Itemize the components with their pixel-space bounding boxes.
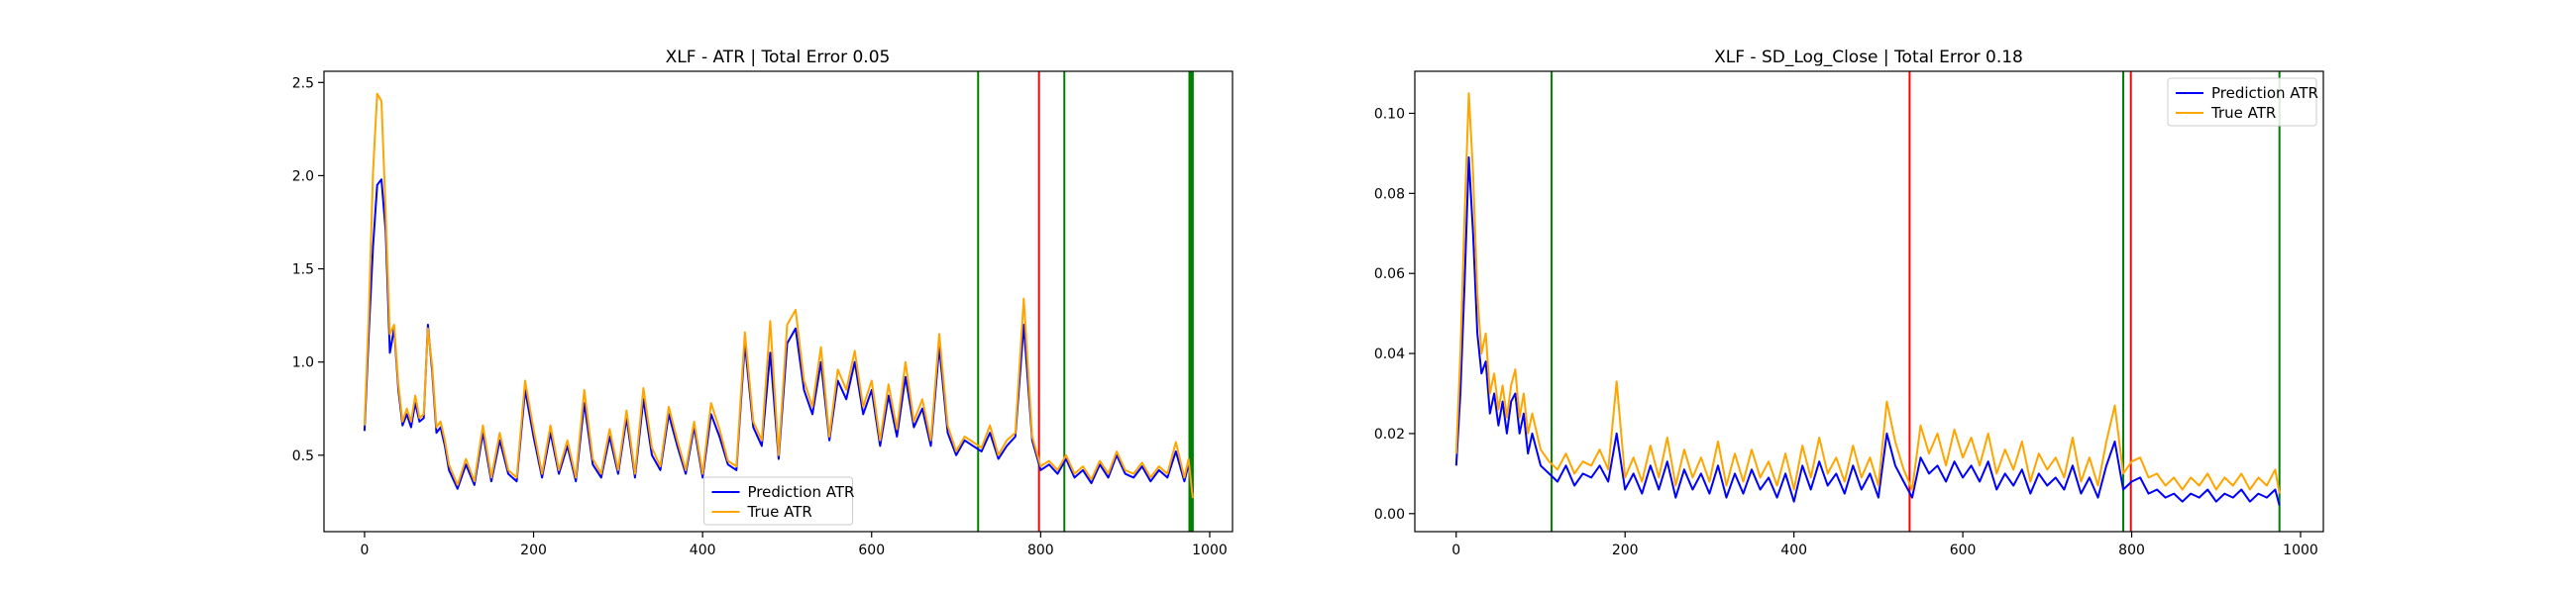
y-tick-label: 0.10 [1374, 106, 1405, 122]
series-line-true-atr [1454, 92, 2281, 494]
y-tick-label: 0.08 [1374, 186, 1405, 202]
x-tick-label: 600 [858, 543, 885, 558]
series-line-prediction-atr [1454, 155, 2281, 506]
chart-title: XLF - ATR | Total Error 0.05 [666, 48, 891, 67]
legend: Prediction ATR True ATR [703, 476, 855, 526]
y-tick-label: 1.0 [292, 355, 314, 371]
x-tick-label: 1000 [2283, 543, 2318, 558]
x-tick-label: 600 [1950, 543, 1977, 558]
y-tick-label: 0.00 [1374, 507, 1405, 523]
x-tick-label: 0 [360, 543, 369, 558]
y-tick-label: 2.5 [292, 75, 314, 91]
chart-title: XLF - SD_Log_Close | Total Error 0.18 [1714, 48, 2023, 67]
series-line-true-atr [363, 92, 1194, 499]
y-tick-label: 1.5 [292, 262, 314, 278]
x-tick-label: 200 [520, 543, 547, 558]
plot-frame [1414, 70, 2324, 533]
x-tick-label: 1000 [1192, 543, 1228, 558]
sd-log-close-chart: XLF - SD_Log_Close | Total Error 0.18 0 2… [1374, 48, 2324, 558]
legend-label: True ATR [747, 503, 812, 521]
y-tick-label: 0.04 [1374, 346, 1405, 362]
y-tick-label: 0.02 [1374, 427, 1405, 443]
y-tick-label: 2.0 [292, 168, 314, 184]
legend: Prediction ATR True ATR [2167, 77, 2318, 127]
x-tick-label: 200 [1612, 543, 1639, 558]
y-tick-label: 0.06 [1374, 266, 1405, 282]
x-tick-label: 0 [1451, 543, 1460, 558]
y-tick-label: 0.5 [292, 448, 314, 464]
x-tick-label: 400 [690, 543, 716, 558]
x-tick-label: 400 [1780, 543, 1807, 558]
legend-box [2167, 77, 2317, 127]
legend-label: Prediction ATR [748, 483, 855, 501]
legend-label: True ATR [2210, 104, 2276, 122]
atr-chart: XLF - ATR | Total Error 0.05 0 200 400 600 8… [292, 48, 1234, 558]
legend-label: Prediction ATR [2211, 84, 2318, 102]
legend-box [703, 476, 853, 526]
plot-frame [323, 70, 1234, 533]
x-tick-label: 800 [2118, 543, 2145, 558]
x-tick-label: 800 [1027, 543, 1054, 558]
